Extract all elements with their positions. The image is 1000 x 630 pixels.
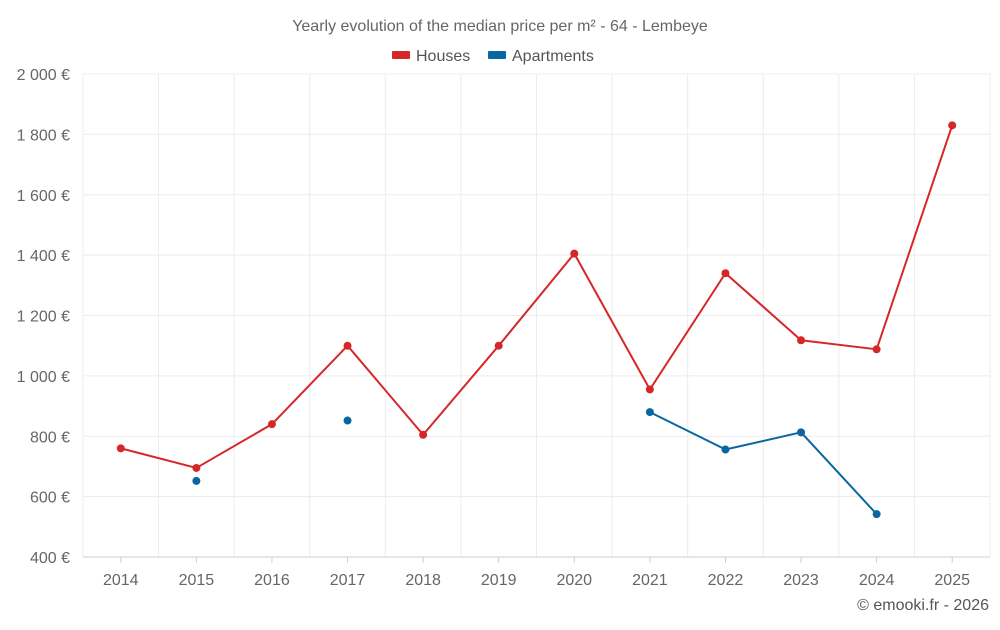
x-tick-label-2023: 2023	[783, 572, 819, 589]
data-point-houses-2019[interactable]	[494, 341, 503, 350]
x-tick-label-2021: 2021	[632, 572, 668, 589]
data-point-apartments-2022[interactable]	[721, 445, 730, 454]
x-tick-label-2014: 2014	[103, 572, 139, 589]
data-point-houses-2018[interactable]	[419, 430, 428, 439]
data-point-apartments-2024[interactable]	[872, 510, 881, 519]
y-tick-label: 1 600 €	[17, 188, 70, 205]
axes: 400 € 600 € 800 € 1 000 € 1 200 € 1 400 € 1 60…	[17, 67, 990, 589]
chart-title: Yearly evolution of the median price per…	[292, 18, 708, 35]
data-point-houses-2024[interactable]	[872, 345, 881, 354]
data-point-houses-2022[interactable]	[721, 269, 730, 278]
x-tick-label-2019: 2019	[481, 572, 517, 589]
data-point-apartments-2017[interactable]	[343, 416, 352, 425]
series	[116, 121, 957, 519]
x-tick-label-2016: 2016	[254, 572, 290, 589]
x-tick-label-2022: 2022	[708, 572, 744, 589]
data-point-apartments-2021[interactable]	[645, 408, 654, 417]
y-tick-label: 600 €	[30, 490, 70, 507]
legend-label-houses[interactable]: Houses	[416, 48, 470, 65]
y-tick-label: 2 000 €	[17, 67, 70, 84]
data-point-apartments-2023[interactable]	[797, 428, 806, 437]
y-tick-label: 1 400 €	[17, 248, 70, 265]
legend-swatch-houses[interactable]	[392, 51, 410, 59]
y-tick-label: 1 200 €	[17, 309, 70, 326]
data-point-apartments-2015[interactable]	[192, 476, 201, 485]
credit-text: © emooki.fr - 2026	[857, 597, 989, 614]
y-tick-label: 400 €	[30, 550, 70, 567]
x-tick-label-2015: 2015	[179, 572, 215, 589]
data-point-houses-2025[interactable]	[948, 121, 957, 130]
legend-swatch-apartments[interactable]	[488, 51, 506, 59]
data-point-houses-2014[interactable]	[116, 444, 125, 453]
data-point-houses-2020[interactable]	[570, 249, 579, 258]
data-point-houses-2021[interactable]	[645, 385, 654, 394]
series-line-houses	[120, 124, 954, 469]
data-point-houses-2023[interactable]	[797, 336, 806, 345]
y-tick-label: 1 800 €	[17, 127, 70, 144]
series-apartments	[192, 408, 881, 519]
legend: Houses Apartments	[392, 48, 594, 65]
grid	[82, 73, 991, 557]
y-tick-label: 800 €	[30, 429, 70, 446]
x-tick-label-2018: 2018	[405, 572, 441, 589]
data-point-houses-2016[interactable]	[267, 420, 276, 429]
data-point-houses-2015[interactable]	[192, 463, 201, 472]
x-tick-label-2020: 2020	[556, 572, 592, 589]
legend-label-apartments[interactable]: Apartments	[512, 48, 594, 65]
x-tick-label-2017: 2017	[330, 572, 366, 589]
x-tick-label-2024: 2024	[859, 572, 895, 589]
data-point-houses-2017[interactable]	[343, 341, 352, 350]
x-tick-label-2025: 2025	[934, 572, 970, 589]
series-line-apartments	[649, 411, 878, 515]
y-tick-label: 1 000 €	[17, 369, 70, 386]
series-houses	[116, 121, 957, 472]
